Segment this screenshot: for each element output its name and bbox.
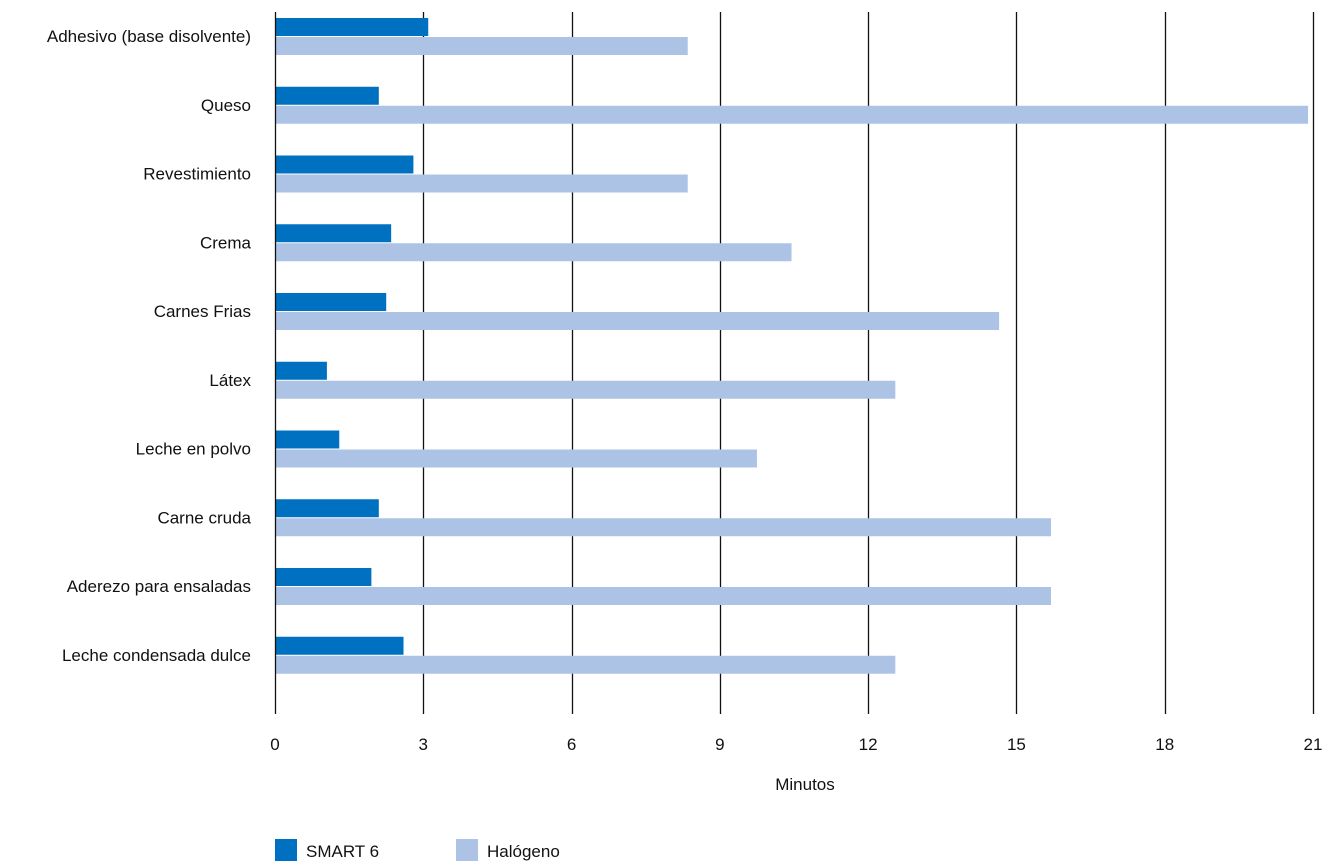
category-label: Adhesivo (base disolvente)	[47, 27, 251, 46]
category-label: Leche en polvo	[136, 440, 251, 459]
bar-smart6	[276, 499, 379, 518]
bar-smart6	[276, 568, 372, 586]
legend-label: Halógeno	[487, 842, 560, 861]
bar-halogeno	[276, 312, 1000, 330]
x-tick-label: 12	[859, 735, 878, 754]
category-labels: Adhesivo (base disolvente) Queso Revestimi…	[47, 27, 252, 665]
bar-smart6	[276, 430, 340, 449]
bar-halogeno	[276, 380, 896, 399]
legend: SMART 6 Halógeno	[275, 839, 560, 861]
bar-smart6	[276, 155, 414, 174]
bar-smart6	[276, 18, 429, 36]
bar-halogeno	[276, 37, 688, 55]
bar-smart6	[276, 224, 392, 243]
bar-smart6	[276, 86, 379, 105]
category-label: Carnes Frias	[154, 302, 251, 321]
category-label: Leche condensada dulce	[62, 646, 251, 665]
bar-smart6	[276, 636, 404, 655]
category-label: Aderezo para ensaladas	[67, 577, 251, 596]
bars	[276, 18, 1309, 674]
x-tick-label: 3	[419, 735, 428, 754]
bar-halogeno	[276, 587, 1052, 605]
legend-label: SMART 6	[306, 842, 379, 861]
legend-swatch	[275, 839, 297, 861]
x-tick-label: 15	[1007, 735, 1026, 754]
bar-smart6	[276, 361, 327, 380]
x-tick-label: 6	[567, 735, 576, 754]
x-tick-label: 0	[270, 735, 279, 754]
x-tick-labels: 0 3 6 9 12 15 18 21	[270, 735, 1322, 754]
x-tick-label: 9	[715, 735, 724, 754]
category-label: Látex	[209, 371, 251, 390]
bar-halogeno	[276, 449, 757, 468]
category-label: Crema	[200, 233, 252, 252]
bar-halogeno	[276, 243, 792, 262]
category-label: Carne cruda	[157, 508, 251, 527]
x-tick-label: 21	[1304, 735, 1323, 754]
category-label: Revestimiento	[143, 165, 251, 184]
bar-halogeno	[276, 174, 688, 193]
x-axis-label: Minutos	[775, 775, 835, 794]
bar-smart6	[276, 293, 387, 311]
legend-swatch	[456, 839, 478, 861]
category-label: Queso	[201, 96, 251, 115]
bar-halogeno	[276, 655, 896, 674]
bar-halogeno	[276, 105, 1309, 124]
x-tick-label: 18	[1155, 735, 1174, 754]
bar-halogeno	[276, 518, 1052, 537]
grid-lines	[422, 12, 1315, 714]
